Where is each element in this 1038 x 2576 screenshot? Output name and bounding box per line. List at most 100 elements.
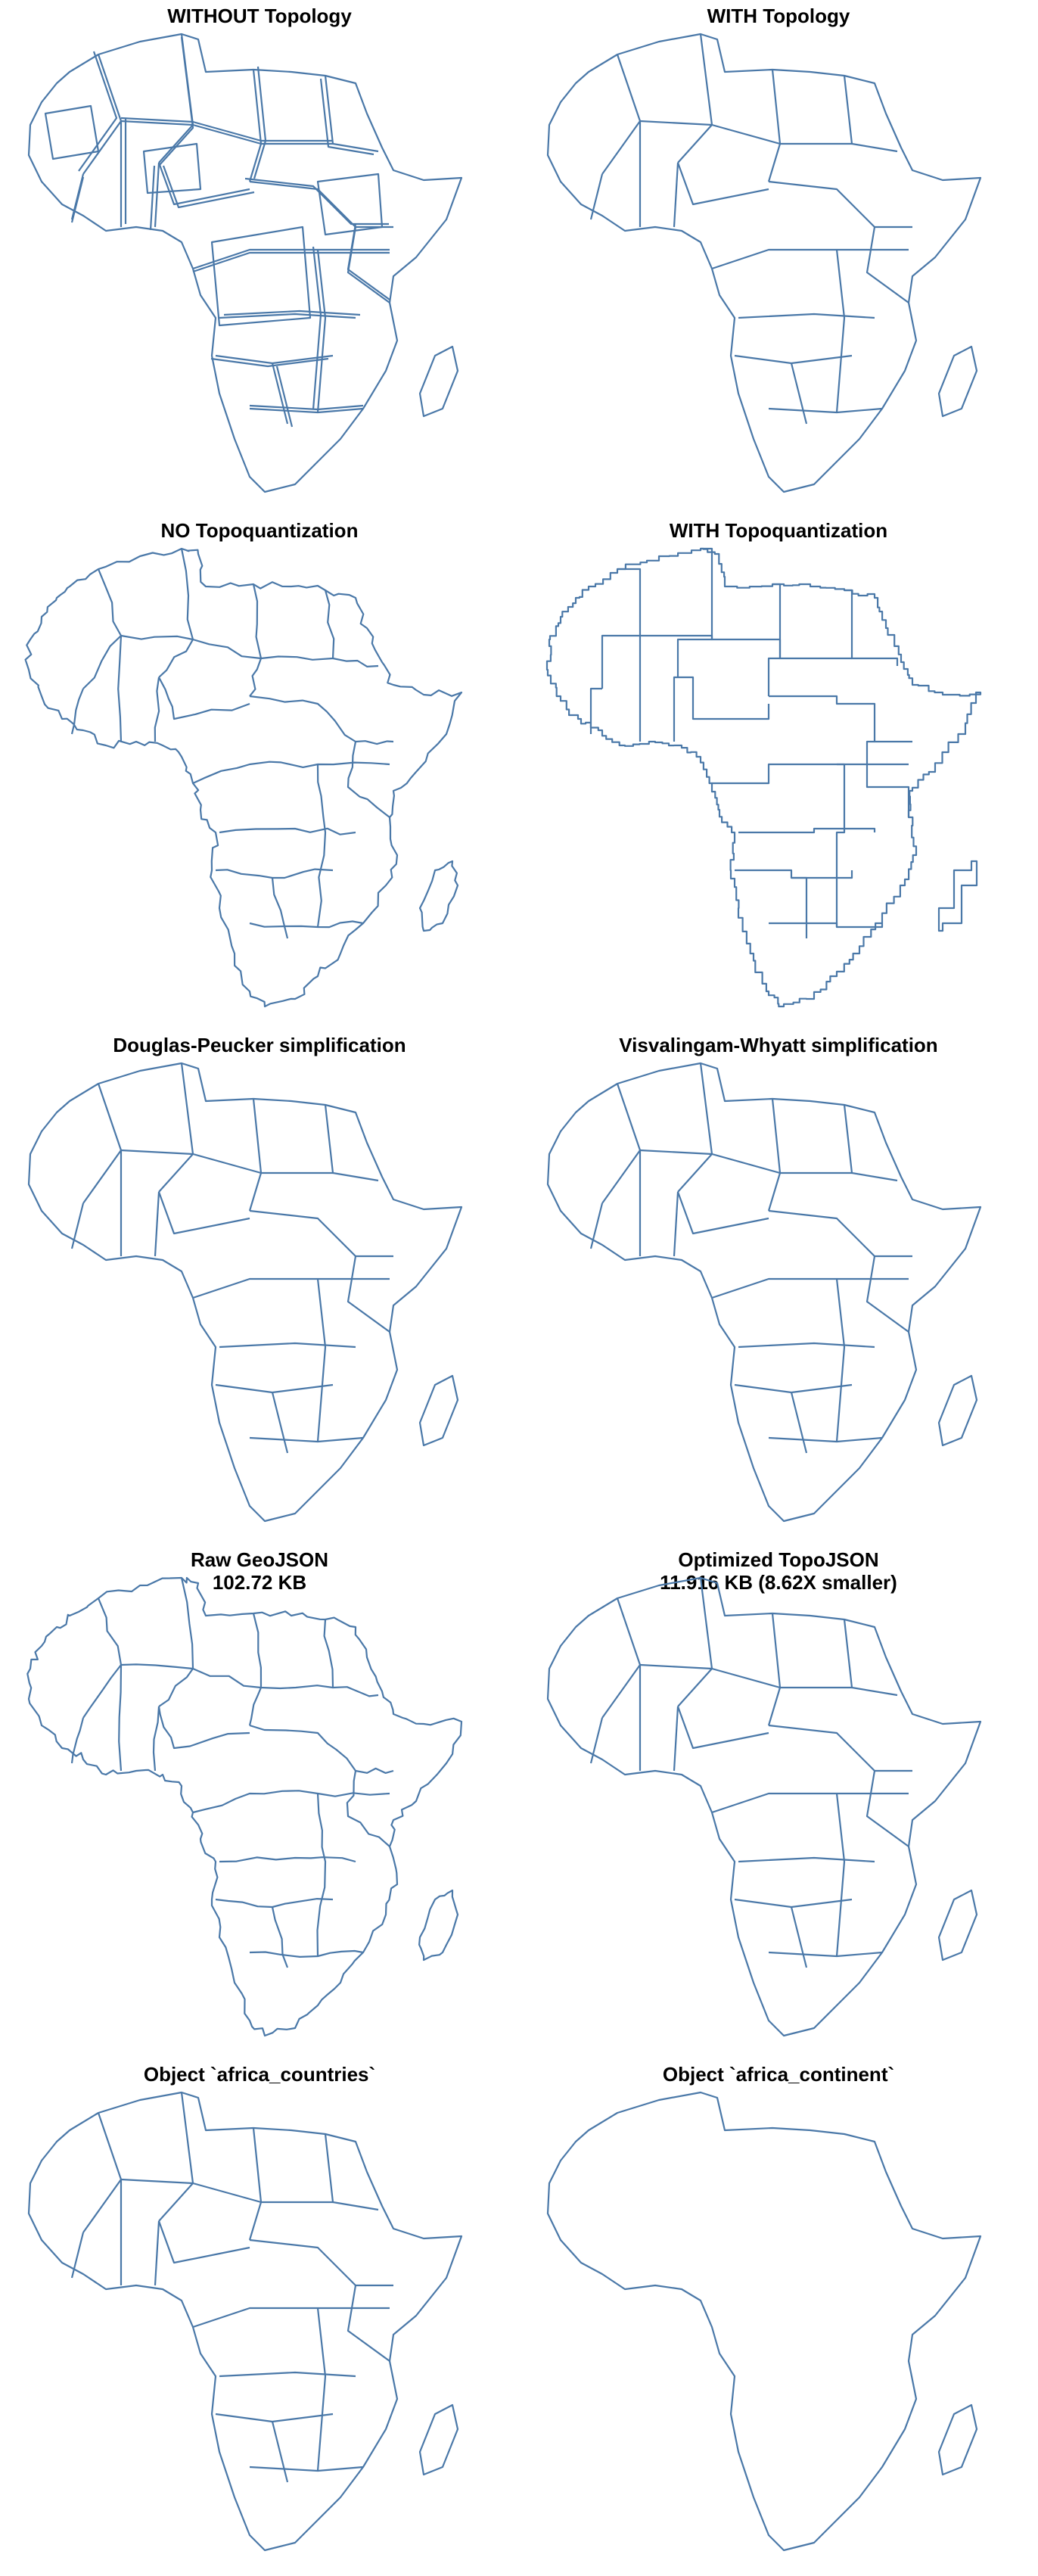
country-border xyxy=(676,162,769,206)
country-border xyxy=(219,2371,356,2378)
country-border xyxy=(711,248,909,270)
country-border xyxy=(843,75,898,153)
country-border xyxy=(601,54,642,175)
country-border xyxy=(601,1083,642,1204)
country-border xyxy=(347,741,390,818)
country-border xyxy=(215,2413,334,2423)
map-layer xyxy=(27,33,463,493)
country-border xyxy=(734,1898,853,1909)
country-border xyxy=(738,313,875,319)
country-border xyxy=(219,313,356,319)
panel-optimized-topojson: Optimized TopoJSON 11.916 KB (8.62X smal… xyxy=(519,1544,1038,2058)
country-border xyxy=(219,1342,356,1349)
country-border xyxy=(677,1577,713,1707)
country-border xyxy=(120,2178,333,2204)
panel-object-africa-countries: Object `africa_countries` xyxy=(0,2058,519,2573)
country-border xyxy=(248,2127,263,2241)
continent-outline xyxy=(545,547,982,1008)
country-border xyxy=(768,407,883,414)
country-border xyxy=(192,248,390,270)
country-border-duplicate xyxy=(312,246,322,410)
country-border xyxy=(791,876,808,938)
continent-outline xyxy=(27,2091,463,2552)
country-border xyxy=(316,249,327,413)
africa-map xyxy=(546,1576,982,2037)
africa-map xyxy=(545,547,982,1008)
country-border xyxy=(70,2232,85,2279)
panel-with-topology: WITH Topology xyxy=(519,0,1038,515)
country-border-duplicate xyxy=(158,36,194,166)
country-border xyxy=(271,877,289,939)
country-border xyxy=(249,2238,393,2287)
madagascar-outline xyxy=(937,2403,978,2476)
country-border-duplicate xyxy=(120,117,333,142)
country-border xyxy=(734,354,853,365)
country-border xyxy=(70,688,85,735)
map-layer xyxy=(546,1062,982,1523)
country-border xyxy=(843,1619,898,1697)
map-layer xyxy=(546,2091,982,2552)
country-border-duplicate xyxy=(162,165,255,209)
country-border xyxy=(158,1062,194,1193)
africa-map xyxy=(546,33,982,493)
country-border xyxy=(192,1277,390,1299)
madagascar-outline xyxy=(418,1374,459,1447)
country-border xyxy=(219,827,356,835)
country-border xyxy=(768,180,912,229)
country-border xyxy=(673,1191,679,1257)
country-border-duplicate xyxy=(244,177,389,226)
country-border xyxy=(249,1209,393,1258)
country-border xyxy=(154,1191,160,1257)
country-border-duplicate xyxy=(275,366,294,428)
country-border xyxy=(215,1898,334,1909)
country-border xyxy=(120,120,333,145)
panel-title: Visvalingam-Whyatt simplification xyxy=(619,1034,938,1056)
country-border xyxy=(767,69,782,182)
country-border xyxy=(639,1663,852,1689)
country-border xyxy=(738,1342,875,1349)
country-border xyxy=(154,677,160,742)
country-border-duplicate xyxy=(223,310,361,316)
madagascar-outline xyxy=(418,2403,459,2476)
country-polygon-overlap xyxy=(210,226,312,327)
panel-douglas-peucker: Douglas-Peucker simplification xyxy=(0,1029,519,1544)
country-border xyxy=(866,740,910,817)
country-border xyxy=(768,1724,912,1772)
country-border xyxy=(711,1792,909,1814)
country-border xyxy=(640,634,852,660)
country-border xyxy=(676,547,713,677)
country-border xyxy=(866,1255,909,1333)
africa-map xyxy=(24,547,463,1008)
country-border xyxy=(734,1383,853,1394)
panel-raw-geojson: Raw GeoJSON 102.72 KB xyxy=(0,1544,519,2058)
country-border xyxy=(249,920,364,929)
panel-no-topoquantization: NO Topoquantization xyxy=(0,515,519,1029)
country-border xyxy=(219,1856,356,1863)
country-border xyxy=(215,1383,334,1394)
country-border xyxy=(118,1664,123,1772)
map-layer xyxy=(546,1576,982,2037)
country-border-duplicate xyxy=(192,251,390,273)
country-border xyxy=(158,548,194,678)
africa-map xyxy=(546,2091,982,2552)
country-border xyxy=(192,1790,390,1814)
country-border xyxy=(790,362,808,425)
country-border xyxy=(673,676,678,742)
panel-subtitle: 11.916 KB (8.62X smaller) xyxy=(660,1571,897,1594)
map-layer xyxy=(26,1576,463,2037)
continent-outline xyxy=(546,33,982,493)
continent-outline xyxy=(24,547,463,1008)
country-border xyxy=(215,868,334,879)
madagascar-outline xyxy=(937,860,978,932)
country-border xyxy=(249,1436,364,1443)
country-border xyxy=(589,173,604,220)
country-border-duplicate xyxy=(249,404,364,411)
country-border-duplicate xyxy=(210,357,329,368)
country-border xyxy=(324,75,379,153)
panel-title: Douglas-Peucker simplification xyxy=(113,1034,406,1056)
country-border xyxy=(676,1191,769,1235)
country-border xyxy=(835,1793,846,1957)
country-border xyxy=(120,634,334,661)
country-border xyxy=(768,1209,912,1258)
map-layer xyxy=(27,2091,463,2552)
